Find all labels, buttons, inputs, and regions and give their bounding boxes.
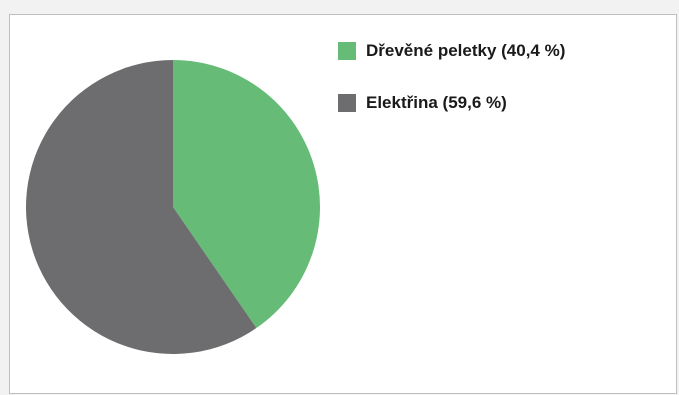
pie-slice-electricity <box>26 60 257 354</box>
legend-item-electricity: Elektřina (59,6 %) <box>338 93 565 113</box>
pie-slices <box>26 60 320 354</box>
legend: Dřevěné peletky (40,4 %) Elektřina (59,6… <box>338 41 565 145</box>
legend-swatch-pellets <box>338 42 356 60</box>
chart-frame: Dřevěné peletky (40,4 %) Elektřina (59,6… <box>9 14 677 394</box>
pie-slice-pellets <box>173 60 320 329</box>
legend-label-electricity: Elektřina (59,6 %) <box>366 93 507 112</box>
pie-chart <box>26 60 320 354</box>
legend-label-pellets: Dřevěné peletky (40,4 %) <box>366 41 566 60</box>
legend-item-pellets: Dřevěné peletky (40,4 %) <box>338 41 565 61</box>
legend-swatch-electricity <box>338 94 356 112</box>
